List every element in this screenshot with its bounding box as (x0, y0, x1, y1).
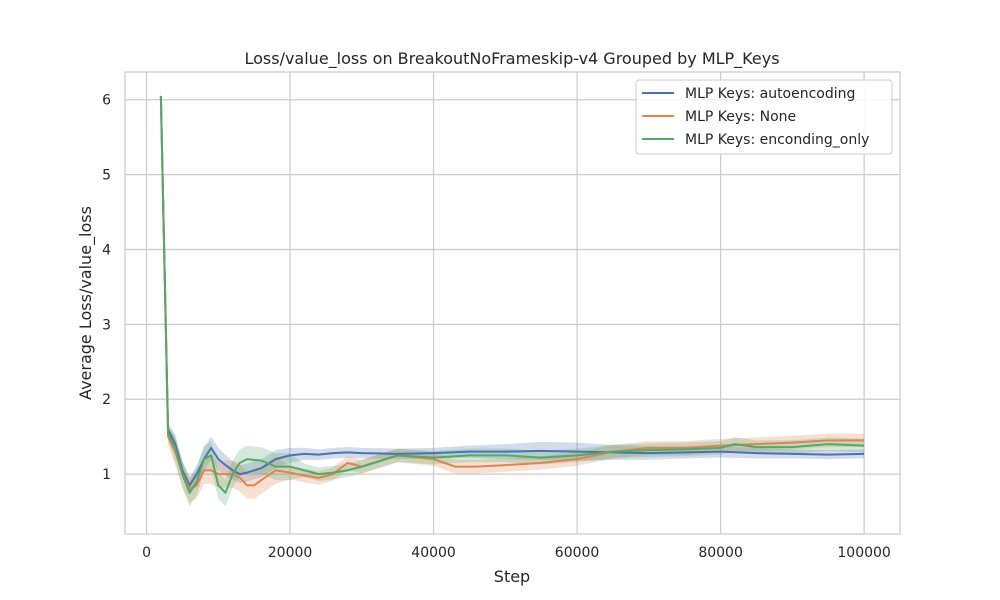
x-tick-label: 80000 (698, 545, 743, 561)
series-band-3 (160, 88, 865, 507)
legend-label: MLP Keys: autoencoding (685, 86, 855, 102)
x-axis-ticks: 0 20000 40000 60000 80000 100000 (142, 545, 891, 561)
series-line-3 (159, 95, 865, 494)
series-line-2 (159, 95, 865, 491)
plot-frame (124, 71, 901, 535)
confidence-bands (160, 88, 865, 507)
legend-box (635, 79, 893, 155)
y-tick-label: 4 (102, 242, 111, 258)
series-band-2 (160, 88, 865, 503)
x-tick-label: 20000 (268, 545, 313, 561)
y-tick-label: 1 (102, 467, 111, 483)
x-axis-label: Step (494, 567, 530, 586)
y-tick-label: 5 (102, 168, 111, 184)
x-tick-label: 0 (142, 545, 151, 561)
grid-lines (125, 72, 900, 534)
x-tick-label: 100000 (837, 545, 890, 561)
y-axis-ticks: 1 2 3 4 5 6 (102, 93, 111, 483)
series-lines (159, 95, 865, 494)
x-tick-label: 40000 (411, 545, 456, 561)
x-tick-label: 60000 (555, 545, 600, 561)
legend-label: MLP Keys: enconding_only (685, 132, 869, 148)
legend: MLP Keys: autoencoding MLP Keys: None MLP … (635, 79, 893, 155)
y-tick-label: 3 (102, 317, 111, 333)
legend-label: MLP Keys: None (685, 109, 796, 125)
y-axis-label: Average Loss/value_loss (76, 206, 96, 400)
series-band-1 (160, 88, 865, 493)
chart-title: Loss/value_loss on BreakoutNoFrameskip-v… (244, 49, 779, 69)
y-tick-label: 6 (102, 93, 111, 109)
y-tick-label: 2 (102, 392, 111, 408)
